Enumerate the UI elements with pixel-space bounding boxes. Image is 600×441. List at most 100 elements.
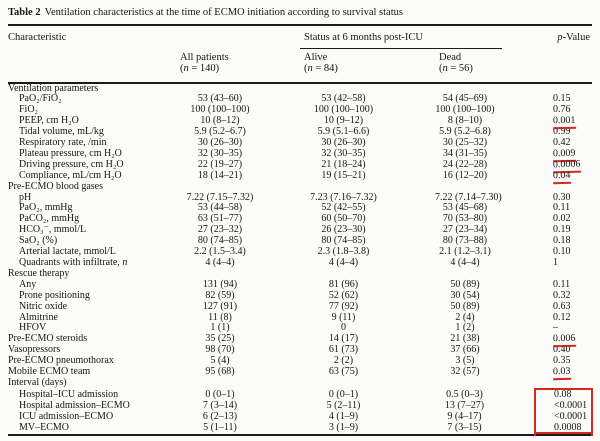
cell-all-patients (178, 378, 300, 389)
cell-all-patients: 53 (43–60) (197, 93, 243, 105)
table-row: Any 131 (94) 81 (96) 50 (89) 0.11 (8, 278, 592, 291)
table-row: Quadrants with infiltrate, n 4 (4–4) 4 (… (8, 257, 592, 269)
table-row: FiO₂ 100 (100–100) 100 (100–100) 100 (10… (8, 104, 592, 116)
row-label: Rescue therapy (8, 267, 70, 279)
cell-dead: 50 (89) (450, 278, 480, 290)
cell-pvalue: 0.19 (553, 224, 571, 236)
cell-pvalue: 0.12 (553, 311, 571, 323)
table-caption: Table 2 Ventilation characteristics at th… (0, 0, 600, 24)
row-label: HFOV (19, 322, 47, 334)
cell-pvalue: 0.04 (535, 170, 592, 184)
cell-alive: 32 (30–35) (321, 147, 366, 159)
row-label: SaO₂ (%) (19, 235, 58, 247)
table-row: Hospital–ICU admission 0 (0–1) 0 (0–1) 0… (8, 387, 593, 401)
cell-alive (300, 378, 435, 389)
cell-alive: 80 (74–85) (321, 235, 366, 247)
table-row: Compliance, mL/cm H₂O 18 (14–21) 19 (15–… (8, 169, 592, 184)
cell-alive: 0 (341, 322, 346, 334)
cell-all-patients (178, 182, 300, 193)
cell-pvalue: 0.32 (553, 289, 571, 301)
table-row: Pre-ECMO pneumothorax 5 (4) 2 (2) 3 (5) … (8, 355, 592, 367)
table-row: Rescue therapy (8, 267, 592, 280)
cell-all-patients: 63 (51–77) (197, 213, 243, 225)
cell-dead: 53 (45–68) (442, 202, 488, 214)
cell-alive: 10 (9–12) (323, 115, 364, 127)
cell-dead: 54 (45–69) (442, 93, 488, 105)
cell-all-patients: 5.9 (5.2–6.7) (194, 126, 246, 138)
cell-all-patients: 11 (8) (208, 311, 232, 323)
cell-alive: 52 (62) (328, 289, 359, 301)
table-body: Ventilation parameters PaO₂/FiO₂ 53 (43–… (8, 83, 593, 435)
table-header: Characteristic Status at 6 months post-I… (8, 25, 592, 84)
cell-all-patients: 7 (3–14) (202, 399, 238, 411)
cell-all-patients (178, 269, 300, 280)
cell-alive: 2.3 (1.8–3.8) (317, 246, 370, 258)
row-label: Mobile ECMO team (8, 366, 91, 378)
cell-dead: 100 (100–100) (435, 104, 495, 116)
table-row: HCO₃⁻, mmol/L 27 (23–32) 26 (23–30) 27 (… (8, 224, 592, 236)
cell-alive: 2 (2) (333, 355, 354, 367)
cell-all-patients: 10 (8–12) (200, 115, 240, 127)
cell-all-patients: 7.22 (7.15–7.32) (186, 191, 254, 203)
table-row: Pre-ECMO steroids 35 (25) 14 (17) 21 (38… (8, 333, 592, 348)
table-row: PaCO₂, mmHg 63 (51–77) 60 (50–70) 70 (53… (8, 213, 592, 225)
row-label: pH (19, 191, 32, 203)
cell-alive: 9 (11) (331, 311, 356, 323)
row-label: Compliance, mL/cm H₂O (19, 169, 122, 181)
row-label: Arterial lactate, mmol/L (19, 246, 116, 258)
cell-all-patients: 80 (74–85) (197, 235, 243, 247)
cell-dead: 13 (7–27) (444, 399, 485, 411)
cell-dead: 50 (89) (450, 300, 480, 312)
cell-pvalue: 0.63 (553, 300, 571, 312)
cell-all-patients: 0 (0–1) (205, 388, 235, 400)
cell-all-patients: 53 (44–58) (197, 202, 243, 214)
table-row: MV–ECMO 5 (1–11) 3 (1–9) 7 (3–15) 0.0008 (8, 422, 593, 435)
cell-all-patients: 5 (4) (210, 355, 230, 367)
cell-pvalue: 0.001 (535, 115, 592, 130)
cell-dead: 2 (4) (455, 311, 475, 323)
row-label: Driving pressure, cm H₂O (19, 158, 124, 170)
cell-alive: 60 (50–70) (321, 213, 366, 225)
cell-pvalue: 0.006 (535, 333, 592, 348)
cell-dead: 3 (5) (455, 355, 475, 367)
row-label: PaO₂, mmHg (19, 202, 73, 214)
table-row: Ventilation parameters (8, 83, 592, 95)
cell-alive: 53 (42–58) (321, 93, 366, 105)
cell-all-patients: 18 (14–21) (197, 169, 243, 181)
cell-all-patients: 100 (100–100) (190, 104, 250, 116)
cell-dead: 80 (73–88) (442, 235, 488, 247)
cell-pvalue: 0.30 (553, 191, 571, 203)
row-label: PEEP, cm H₂O (19, 115, 79, 127)
row-label: Pre-ECMO steroids (8, 333, 88, 345)
cell-all-patients: 4 (4–4) (205, 257, 235, 268)
cell-all-patients: 82 (59) (205, 289, 235, 301)
col-header-alive: Alive (n = 84) (300, 48, 435, 84)
cell-pvalue: 0.42 (553, 137, 571, 149)
cell-dead: 37 (66) (450, 344, 480, 356)
cell-alive: 5.9 (5.1–6.6) (317, 126, 370, 138)
cell-pvalue: – (553, 322, 558, 334)
cell-dead: 24 (22–28) (442, 158, 488, 170)
cell-alive: 0 (0–1) (328, 388, 359, 400)
row-label: Prone positioning (19, 289, 90, 301)
table-row: Prone positioning 82 (59) 52 (62) 30 (54… (8, 289, 592, 302)
row-label: Quadrants with infiltrate, n (19, 257, 128, 268)
cell-all-patients: 98 (70) (205, 344, 235, 356)
cell-dead: 7.22 (7.14–7.30) (435, 191, 502, 203)
row-label: Pre-ECMO blood gases (8, 180, 103, 192)
table-number: Table 2 (8, 7, 41, 18)
col-header-pvalue: p-Value (557, 32, 590, 43)
row-label: Hospital–ICU admission (19, 388, 119, 400)
cell-alive: 21 (18–24) (321, 158, 366, 170)
row-label: Almitrine (19, 311, 58, 323)
row-label: Tidal volume, mL/kg (19, 126, 104, 138)
cell-alive: 4 (1–9) (328, 410, 359, 422)
cell-alive: 5 (2–11) (326, 399, 361, 411)
row-label: Interval (days) (8, 376, 67, 388)
table-row: Tidal volume, mL/kg 5.9 (5.2–6.7) 5.9 (5… (8, 126, 592, 138)
cell-dead: 32 (57) (450, 366, 480, 378)
table-row: Hospital admission–ECMO 7 (3–14) 5 (2–11… (8, 399, 593, 412)
row-label: Any (19, 278, 37, 290)
table-row: PaO₂, mmHg 53 (44–58) 52 (42–55) 53 (45–… (8, 203, 592, 214)
table-row: PaO₂/FiO₂ 53 (43–60) 53 (42–58) 54 (45–6… (8, 93, 592, 105)
